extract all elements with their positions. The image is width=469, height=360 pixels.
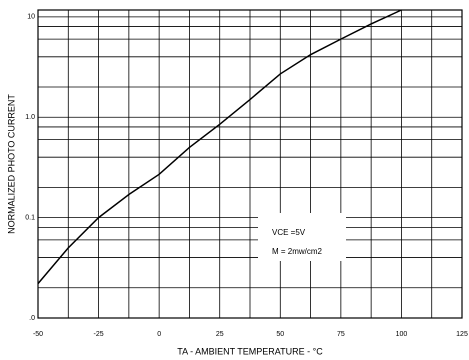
y-tick-label: 0.1 — [25, 214, 35, 221]
x-tick-label: 25 — [216, 331, 224, 338]
plot-frame — [37, 9, 463, 319]
y-tick-label: .0 — [29, 315, 35, 322]
x-tick-label: 100 — [396, 331, 408, 338]
annotation: VCE =5V — [272, 228, 306, 237]
annotation: M = 2mw/cm2 — [272, 247, 323, 256]
x-tick-label: 0 — [157, 331, 161, 338]
y-tick-label: 1.0 — [25, 114, 35, 121]
x-tick-label: 125 — [456, 331, 468, 338]
x-tick-label: 50 — [276, 331, 284, 338]
x-tick-label: -50 — [33, 331, 43, 338]
annotation-box — [258, 213, 346, 261]
x-tick-label: 75 — [337, 331, 345, 338]
y-axis-label: NORMALIZED PHOTO CURRENT — [6, 94, 16, 234]
x-tick-label: -25 — [94, 331, 104, 338]
data-line — [37, 9, 402, 285]
x-axis-label: TA - AMBIENT TEMPERATURE - °C — [177, 346, 323, 356]
y-tick-label: 10 — [27, 14, 35, 21]
